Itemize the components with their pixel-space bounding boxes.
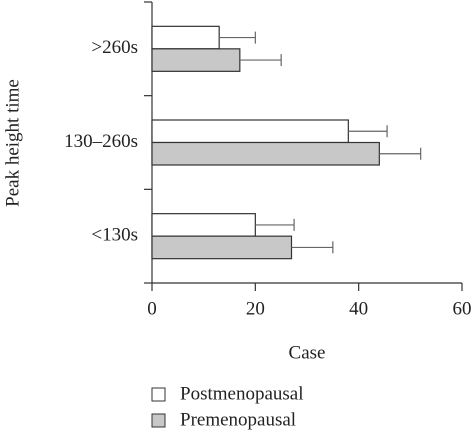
bar	[151, 235, 293, 260]
error-bar	[255, 218, 295, 231]
x-tick-label: 0	[147, 298, 157, 319]
legend-swatch	[151, 387, 166, 402]
bar	[151, 141, 380, 166]
y-tick-label: >260s	[91, 37, 138, 58]
bar	[151, 48, 241, 72]
error-bar	[219, 31, 256, 44]
y-tick-label: <130s	[91, 225, 138, 246]
legend-label: Postmenopausal	[180, 383, 304, 404]
x-tick-label: 40	[349, 298, 368, 319]
x-tick-label: 20	[246, 298, 265, 319]
legend-swatch	[151, 413, 166, 428]
bar	[151, 25, 220, 50]
bar	[151, 213, 256, 237]
y-axis-label: Peak height time	[2, 79, 23, 207]
error-bar	[348, 125, 388, 138]
y-tick-label: 130–260s	[64, 131, 138, 152]
error-bar	[291, 241, 334, 254]
error-bar	[239, 54, 282, 67]
error-bar	[379, 147, 422, 160]
x-axis-label: Case	[289, 342, 326, 363]
x-tick-label: 60	[453, 298, 472, 319]
legend-label: Premenopausal	[180, 409, 296, 430]
bar	[151, 119, 349, 144]
